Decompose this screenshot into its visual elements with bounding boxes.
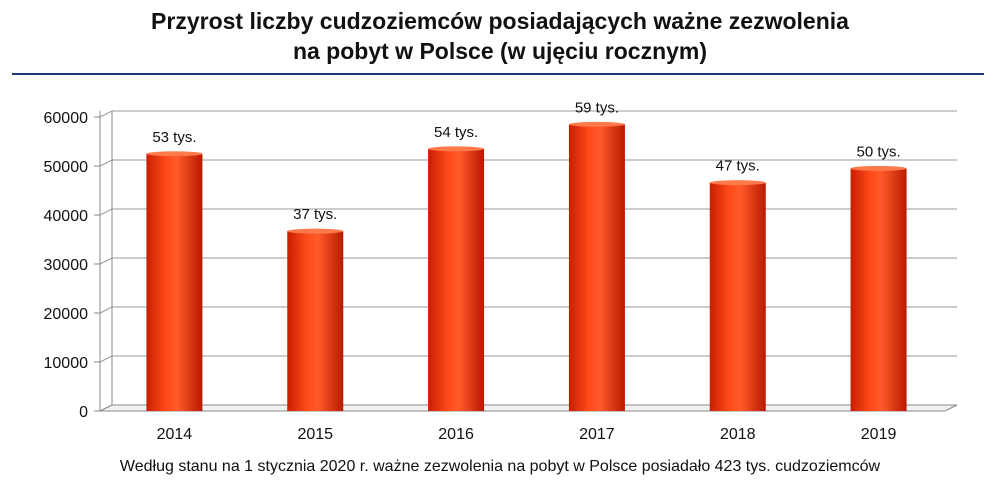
gridline [99,159,957,167]
y-tick-label: 10000 [44,355,89,372]
y-tick-labels: 0 10000 20000 30000 40000 50000 60000 [44,110,89,421]
x-tick-label-2017: 2017 [579,426,615,443]
bar-2014 [146,151,203,411]
y-tick-label: 40000 [44,208,89,225]
axes [94,111,958,412]
data-label-2019: 50 tys. [856,143,900,160]
data-labels: 53 tys. 37 tys. 54 tys. 59 tys. 47 tys. 50 ty… [152,99,900,223]
chart-title-line-2: na pobyt w Polsce (w ujęciu rocznym) [292,38,708,64]
data-label-2015: 37 tys. [293,206,337,223]
gridline [99,208,957,216]
gridline [99,257,957,265]
bar-2017 [568,121,625,411]
bar-2019 [850,165,907,411]
y-tick-label: 0 [79,404,88,421]
chart-title: Przyrost liczby cudzoziemców posiadający… [0,6,1000,66]
footnote-caption: Według stanu na 1 stycznia 2020 r. ważne… [119,458,881,475]
x-tick-labels: 2014 2015 2016 2017 2018 2019 [157,426,897,443]
bar-2016 [428,146,485,411]
bar-2015 [287,228,344,411]
data-label-2016: 54 tys. [434,124,478,141]
gridline [99,355,957,363]
x-tick-label-2018: 2018 [720,426,756,443]
bars [146,121,907,411]
x-axis-floor [99,404,958,412]
chart-title-line-1: Przyrost liczby cudzoziemców posiadający… [151,8,849,34]
title-divider [12,73,984,75]
y-tick-label: 60000 [44,110,89,127]
x-tick-label-2019: 2019 [861,426,897,443]
x-tick-label-2015: 2015 [297,426,333,443]
x-tick-label-2014: 2014 [157,426,193,443]
grid-lines [99,110,957,412]
bar-2018 [709,180,766,411]
y-tick-label: 50000 [44,159,89,176]
data-label-2017: 59 tys. [575,99,619,116]
x-tick-label-2016: 2016 [438,426,474,443]
gridline [99,306,957,314]
data-label-2018: 47 tys. [716,158,760,175]
data-label-2014: 53 tys. [152,129,196,146]
y-tick-label: 30000 [44,257,89,274]
gridline [99,110,957,118]
y-tick-label: 20000 [44,306,89,323]
